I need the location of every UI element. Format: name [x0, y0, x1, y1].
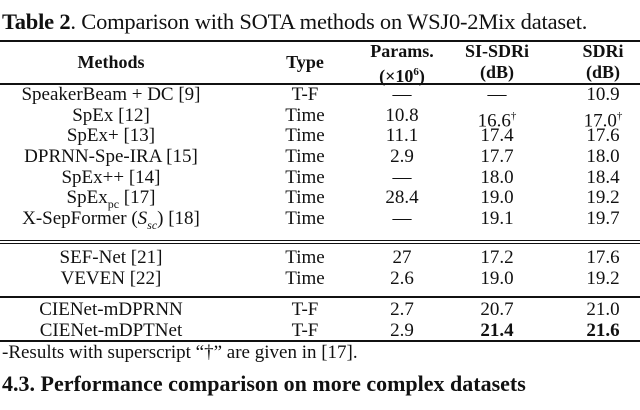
- table-row: SpEx [12] Time 10.8 16.6† 17.0†: [0, 105, 640, 131]
- si-line1: SI-SDRi: [464, 41, 530, 61]
- cell-si-sdri: —: [487, 84, 507, 105]
- cell-method: SpEx+ [13]: [66, 125, 156, 146]
- cell-method: SpEx++ [14]: [61, 167, 161, 188]
- cell-si-sdri: 20.7: [480, 299, 514, 320]
- cell-si-sdri: 18.0: [480, 167, 514, 188]
- cell-si-sdri: 19.0: [480, 187, 514, 208]
- top-rule: [0, 40, 640, 42]
- header-rule: [0, 83, 640, 85]
- cell-sdri: 17.6: [586, 125, 620, 146]
- sdr-line2: (dB): [585, 62, 620, 82]
- cell-method: X-SepFormer (Ssc) [18]: [22, 208, 200, 232]
- params-line2: (×10: [379, 66, 414, 86]
- cell-si-sdri: 17.7: [480, 146, 514, 167]
- cell-method: SpeakerBeam + DC [9]: [21, 84, 201, 105]
- cell-method: DPRNN-Spe-IRA [15]: [24, 146, 198, 167]
- cell-sdri: 19.7: [586, 208, 620, 229]
- cell-params: 2.9: [390, 320, 414, 341]
- cell-type: Time: [285, 187, 325, 208]
- table-label: Table 2: [2, 9, 71, 34]
- double-rule-b: [0, 243, 640, 245]
- cell-type: Time: [285, 105, 325, 126]
- table-row: CIENet-mDPTNet T-F 2.9 21.4 21.6: [0, 321, 640, 341]
- cell-params: 2.6: [390, 268, 414, 289]
- cell-params: 11.1: [385, 125, 419, 146]
- cell-type: Time: [285, 247, 325, 268]
- cell-sdri: 21.0: [586, 299, 620, 320]
- table-row: SpEx+ [13] Time 11.1 17.4 17.6: [0, 126, 640, 146]
- params-line2-end: ): [418, 66, 425, 86]
- caption-text: . Comparison with SOTA methods on WSJ0-2…: [70, 9, 588, 34]
- cell-sdri: 19.2: [586, 268, 620, 289]
- table-row: DPRNN-Spe-IRA [15] Time 2.9 17.7 18.0: [0, 147, 640, 167]
- header-type: Type: [286, 52, 324, 72]
- cell-sdri: 18.4: [586, 167, 620, 188]
- header-methods: Methods: [77, 52, 145, 72]
- cell-type: T-F: [291, 320, 319, 341]
- cell-params: 10.8: [385, 105, 419, 126]
- header-sdri: SDRi (dB): [560, 41, 640, 83]
- cell-si-sdri: 17.2: [480, 247, 514, 268]
- group-rule: [0, 296, 640, 298]
- cell-sdri: 18.0: [586, 146, 620, 167]
- cell-type: T-F: [291, 299, 319, 320]
- cell-method: SEF-Net [21]: [59, 247, 163, 268]
- table-row: VEVEN [22] Time 2.6 19.0 19.2: [0, 269, 640, 289]
- si-line2: (dB): [479, 62, 514, 82]
- footnote: -Results with superscript “†” are given …: [2, 342, 358, 363]
- cell-sdri: 21.6: [586, 320, 620, 341]
- table-header: Methods Type Params. (×106) SI-SDRi (dB) S…: [0, 40, 640, 87]
- cell-sdri: 17.6: [586, 247, 620, 268]
- cell-method: SpExpc [17]: [66, 187, 156, 211]
- section-heading: 4.3. Performance comparison on more comp…: [2, 371, 526, 396]
- header-params: Params. (×106): [352, 41, 452, 87]
- cell-type: Time: [285, 167, 325, 188]
- bottom-rule: [0, 340, 640, 342]
- cell-method: VEVEN [22]: [60, 268, 162, 289]
- cell-si-sdri: 19.0: [480, 268, 514, 289]
- cell-params: —: [392, 208, 412, 229]
- cell-sdri: 17.0†: [583, 110, 623, 132]
- cell-sdri: 10.9: [586, 84, 620, 105]
- cell-method: CIENet-mDPTNet: [39, 320, 183, 341]
- table-row: SpEx++ [14] Time — 18.0 18.4: [0, 168, 640, 188]
- cell-si-sdri: 16.6†: [477, 110, 517, 132]
- cell-type: Time: [285, 125, 325, 146]
- cell-params: 2.9: [390, 146, 414, 167]
- table-row: SEF-Net [21] Time 27 17.2 17.6: [0, 248, 640, 268]
- cell-method: CIENet-mDPRNN: [39, 299, 183, 320]
- cell-params: 27: [392, 247, 412, 268]
- cell-type: Time: [285, 208, 325, 229]
- cell-params: —: [392, 167, 412, 188]
- cell-params: —: [392, 84, 412, 105]
- double-rule-a: [0, 240, 640, 242]
- table-row: SpExpc [17] Time 28.4 19.0 19.2: [0, 187, 640, 211]
- cell-method: SpEx [12]: [72, 105, 150, 126]
- cell-sdri: 19.2: [586, 187, 620, 208]
- cell-params: 28.4: [385, 187, 419, 208]
- cell-params: 2.7: [390, 299, 414, 320]
- table-caption: Table 2. Comparison with SOTA methods on…: [2, 9, 587, 35]
- table-row: SpeakerBeam + DC [9] T-F — — 10.9: [0, 85, 640, 105]
- cell-si-sdri: 21.4: [480, 320, 514, 341]
- cell-si-sdri: 19.1: [480, 208, 514, 229]
- cell-type: Time: [285, 146, 325, 167]
- params-exp: 6: [413, 66, 419, 78]
- sdr-line1: SDRi: [582, 41, 624, 61]
- table-row: CIENet-mDPRNN T-F 2.7 20.7 21.0: [0, 300, 640, 320]
- params-line1: Params.: [370, 41, 434, 61]
- table-row: X-SepFormer (Ssc) [18] Time — 19.1 19.7: [0, 208, 640, 232]
- cell-type: Time: [285, 268, 325, 289]
- cell-type: T-F: [291, 84, 319, 105]
- header-si-sdri: SI-SDRi (dB): [448, 41, 546, 83]
- cell-si-sdri: 17.4: [480, 125, 514, 146]
